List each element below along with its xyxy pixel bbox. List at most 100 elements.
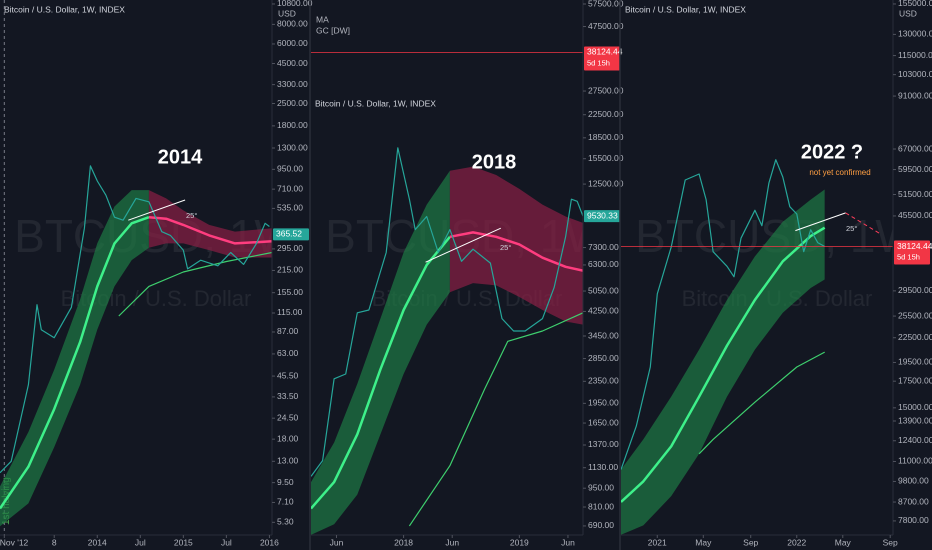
series-line <box>698 351 825 455</box>
x-tick-label: 8 <box>52 537 57 547</box>
series-line <box>311 147 583 477</box>
x-tick-label: 2015 <box>174 537 193 547</box>
y-tick-label: 12400.00 <box>898 435 932 445</box>
price-countdown: 5d 15h <box>897 253 920 262</box>
y-tick-label: 63.00 <box>277 348 299 358</box>
x-tick-label: 2021 <box>648 537 667 547</box>
price-label-box <box>894 240 930 265</box>
y-tick-label: 18.00 <box>277 433 299 443</box>
y-tick-label: 12500.00 <box>588 178 624 188</box>
x-tick-label: May <box>695 537 712 547</box>
y-tick-label: 91000.00 <box>898 90 932 100</box>
y-tick-label: 9.50 <box>277 477 294 487</box>
y-tick-label: 810.00 <box>588 501 614 511</box>
y-tick-label: 15500.00 <box>588 153 624 163</box>
y-tick-label: 535.00 <box>277 203 303 213</box>
annotation: 2018 <box>472 151 517 173</box>
series-line <box>408 312 583 527</box>
y-tick-label: 4250.00 <box>588 306 619 316</box>
price-label-box <box>273 228 309 241</box>
y-tick-label: 103000.00 <box>898 69 932 79</box>
y-tick-label: 1300.00 <box>277 142 308 152</box>
x-tick-label: Sep <box>743 537 758 547</box>
band <box>449 166 583 325</box>
y-tick-label: 17500.00 <box>898 375 932 385</box>
x-tick-label: Jul <box>221 537 232 547</box>
y-tick-label: 6000.00 <box>277 38 308 48</box>
x-tick-label: 2016 <box>260 537 279 547</box>
y-tick-label: 7800.00 <box>898 515 929 525</box>
angle-label: 25° <box>846 224 857 233</box>
price-label: 365.52 <box>276 229 302 239</box>
y-tick-label: 51500.00 <box>898 189 932 199</box>
price-label: 38124.44 <box>897 241 932 251</box>
y-tick-label: 3450.00 <box>588 330 619 340</box>
series-line <box>621 226 826 503</box>
y-tick-label: 2850.00 <box>588 353 619 363</box>
y-tick-label: 87.00 <box>277 326 299 336</box>
y-tick-label: 11000.00 <box>898 456 932 466</box>
series-line <box>795 212 846 232</box>
y-tick-label: 1370.00 <box>588 439 619 449</box>
y-tick-label: 18500.00 <box>588 132 624 142</box>
price-label: 38124.44 <box>587 47 623 57</box>
y-tick-label: 4500.00 <box>277 58 308 68</box>
x-tick-label: 2014 <box>88 537 107 547</box>
band <box>311 170 450 535</box>
y-tick-label: 6300.00 <box>588 259 619 269</box>
y-tick-label: 2350.00 <box>588 376 619 386</box>
y-tick-label: 29500.00 <box>898 285 932 295</box>
x-tick-label: May <box>835 537 852 547</box>
series-line <box>621 159 825 470</box>
y-tick-label: 7300.00 <box>588 242 619 252</box>
chart-title: Bitcoin / U.S. Dollar, 1W, INDEX <box>315 98 436 108</box>
y-tick-label: 950.00 <box>588 482 614 492</box>
y-tick-label: 47500.00 <box>588 21 624 31</box>
y-tick-label: 215.00 <box>277 265 303 275</box>
y-tick-label: 25500.00 <box>898 310 932 320</box>
series-line <box>0 165 270 474</box>
y-tick-label: 8000.00 <box>277 19 308 29</box>
y-tick-label: 57500.00 <box>588 0 624 8</box>
angle-label: 25° <box>186 211 197 220</box>
y-tick-label: 2500.00 <box>277 98 308 108</box>
y-tick-label: 1950.00 <box>588 398 619 408</box>
annotation: 2022 ? <box>801 141 863 163</box>
x-tick-label: 2018 <box>394 537 413 547</box>
y-tick-label: 295.00 <box>277 243 303 253</box>
y-tick-label: 19500.00 <box>898 357 932 367</box>
y-tick-label: 1130.00 <box>588 462 618 472</box>
y-tick-label: 9800.00 <box>898 476 929 486</box>
band <box>148 190 272 258</box>
y-tick-label: 950.00 <box>277 164 303 174</box>
y-tick-label: 3300.00 <box>277 79 308 89</box>
y-tick-label: 710.00 <box>277 183 303 193</box>
legend-item: GC [DW] <box>316 25 350 35</box>
legend-item: MA <box>316 14 329 24</box>
x-tick-label: Sep <box>883 537 898 547</box>
x-tick-label: Jun <box>445 537 459 547</box>
axis-unit: USD <box>278 8 296 18</box>
y-tick-label: 22500.00 <box>898 332 932 342</box>
chart-title: Bitcoin / U.S. Dollar, 1W, INDEX <box>625 4 746 14</box>
y-tick-label: 8700.00 <box>898 496 929 506</box>
x-tick-label: Nov '12 <box>0 537 29 547</box>
y-tick-label: 7.10 <box>277 497 294 507</box>
annotation: 2014 <box>158 146 203 168</box>
y-tick-label: 155.00 <box>277 287 303 297</box>
angle-label: 25° <box>500 243 511 252</box>
y-tick-label: 115000.00 <box>898 50 932 60</box>
y-tick-label: 24.50 <box>277 412 299 422</box>
price-label-box <box>584 46 620 71</box>
y-tick-label: 155000.00 <box>898 0 932 8</box>
y-tick-label: 15000.00 <box>898 402 932 412</box>
y-tick-label: 45.50 <box>277 370 299 380</box>
